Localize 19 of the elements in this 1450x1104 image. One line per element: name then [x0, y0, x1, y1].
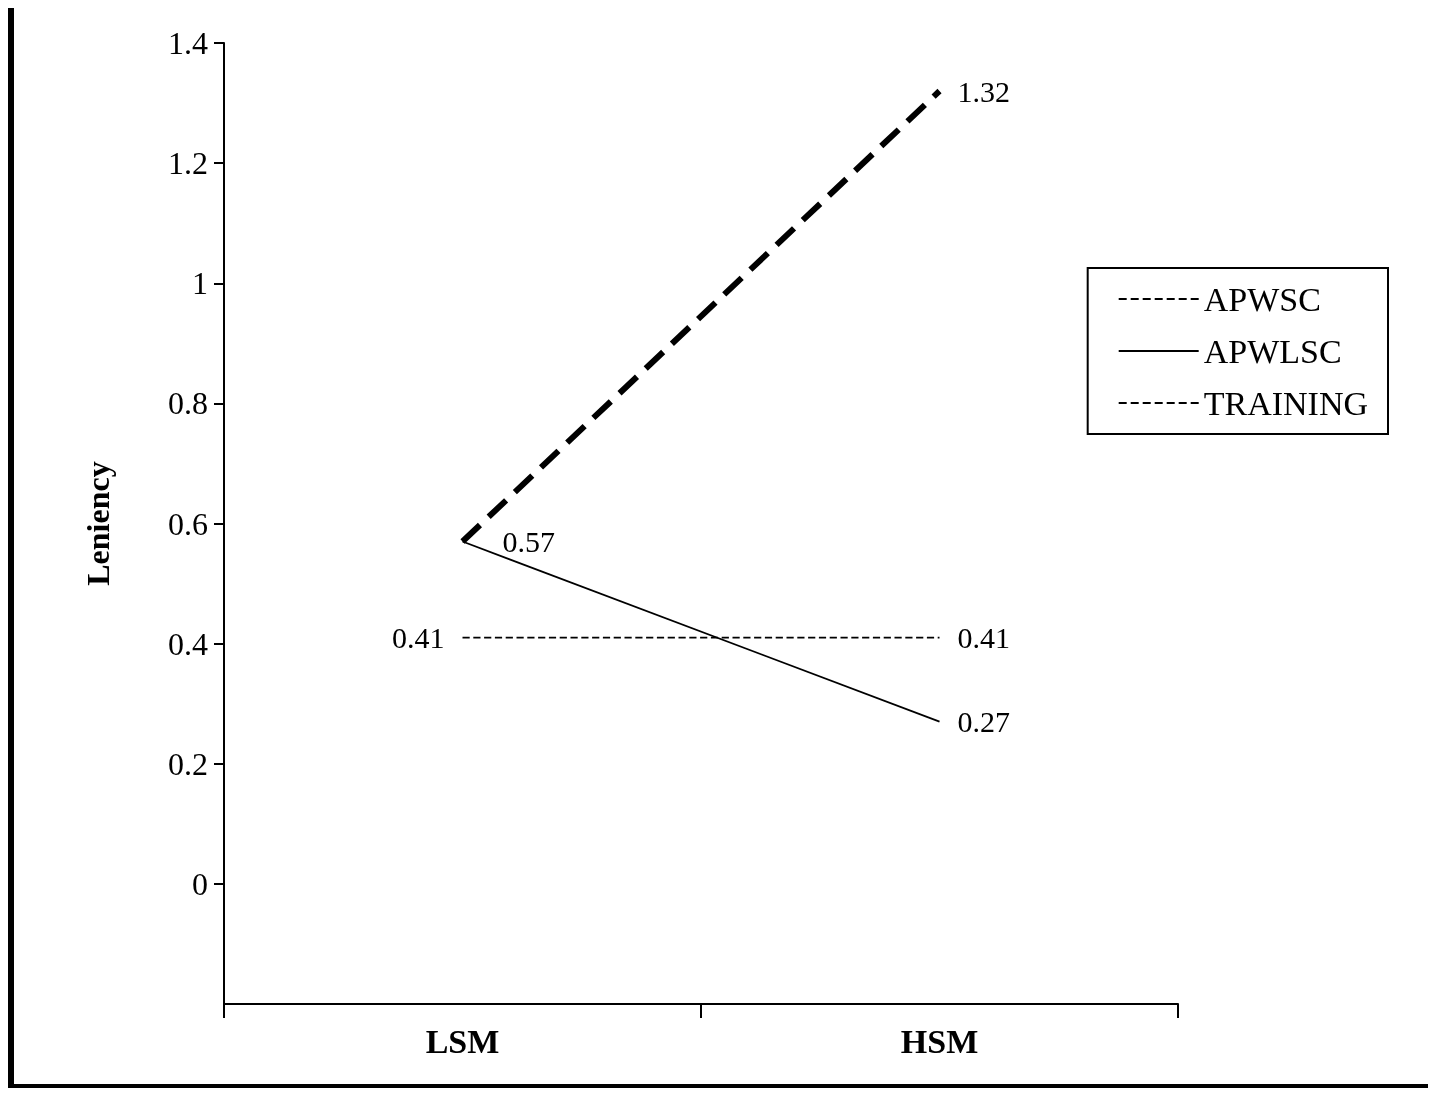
- data-label: 0.57: [502, 525, 555, 559]
- legend-label: APWSC: [1203, 280, 1321, 318]
- y-tick-label: 1.4: [168, 25, 208, 61]
- y-axis-title: Leniency: [80, 461, 116, 586]
- x-tick-label: HSM: [900, 1022, 979, 1060]
- data-label: 0.27: [957, 705, 1010, 739]
- y-tick-label: 1.2: [168, 145, 208, 182]
- data-label: 0.41: [392, 621, 445, 655]
- y-tick-label: 0: [192, 865, 208, 902]
- y-tick-label: 0.2: [168, 745, 208, 782]
- data-label: 1.32: [957, 74, 1010, 108]
- data-label: 0.41: [957, 621, 1010, 655]
- y-tick-label: 1: [192, 265, 208, 302]
- y-tick-label: 0.6: [168, 505, 208, 542]
- x-tick-label: LSM: [425, 1022, 500, 1060]
- legend-label: TRAINING: [1203, 384, 1369, 422]
- y-tick-label: 0.4: [168, 625, 208, 662]
- legend-label: APWLSC: [1203, 332, 1342, 370]
- y-tick-label: 0.8: [168, 385, 208, 422]
